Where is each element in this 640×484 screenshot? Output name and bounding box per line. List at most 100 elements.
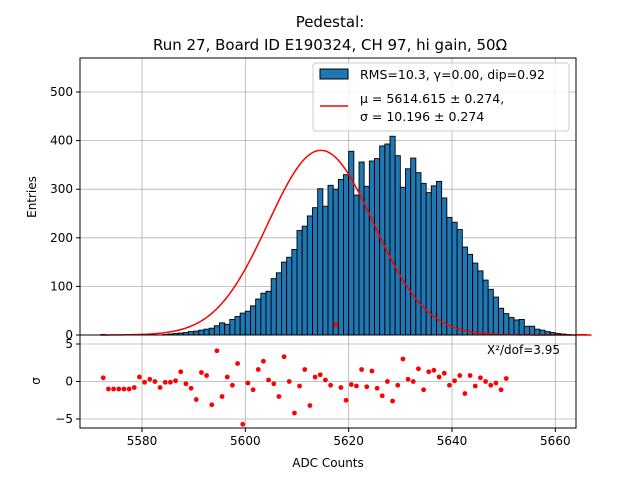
residual-point: [401, 357, 406, 362]
legend-histogram-swatch: [320, 69, 348, 79]
histogram-bar: [431, 186, 436, 335]
histogram-bar: [499, 308, 504, 335]
residual-y-label: σ: [29, 377, 43, 385]
residual-point: [452, 378, 457, 383]
y-tick-label: 400: [50, 134, 73, 148]
histogram-bar: [509, 318, 514, 335]
histogram-bar: [416, 173, 421, 335]
histogram-bar: [514, 320, 519, 335]
residual-point: [380, 393, 385, 398]
histogram-bar: [297, 231, 302, 335]
residual-point: [499, 387, 504, 392]
residual-point: [416, 366, 421, 371]
residual-point: [483, 379, 488, 384]
histogram-bar: [375, 159, 380, 335]
histogram-bar: [457, 230, 462, 335]
histogram-bar: [421, 183, 426, 335]
residual-point: [209, 402, 214, 407]
histogram-bar: [271, 279, 276, 335]
histogram-bar: [245, 311, 250, 335]
residual-point: [463, 391, 468, 396]
histogram-bar: [437, 181, 442, 335]
y-tick-label: −5: [55, 412, 73, 426]
legend-fit-label-line1: μ = 5614.615 ± 0.274,: [360, 91, 504, 106]
residual-point: [359, 367, 364, 372]
histogram-bar: [333, 189, 338, 335]
histogram-bar: [240, 313, 245, 335]
residual-point: [447, 383, 452, 388]
residual-point: [158, 385, 163, 390]
residual-point: [101, 375, 106, 380]
y-tick-label: 500: [50, 85, 73, 99]
residual-points: [101, 322, 509, 427]
residual-point: [308, 403, 313, 408]
residual-point: [302, 367, 307, 372]
residual-point: [411, 379, 416, 384]
residual-point: [323, 378, 328, 383]
histogram-bar: [524, 326, 529, 335]
histogram-bar: [287, 257, 292, 335]
histogram-bar: [493, 297, 498, 335]
histogram-bar: [354, 195, 359, 335]
histogram-bar: [411, 158, 416, 335]
histogram-bar: [483, 280, 488, 335]
residual-point: [111, 387, 116, 392]
histogram-bar: [395, 156, 400, 335]
histogram-bar: [390, 136, 395, 335]
residual-point: [194, 397, 199, 402]
histogram-bar: [220, 323, 225, 335]
histogram-bar: [504, 314, 509, 335]
histogram-bar: [282, 262, 287, 335]
residual-point: [421, 387, 426, 392]
residual-point: [473, 384, 478, 389]
y-tick-label: 200: [50, 231, 73, 245]
residual-point: [297, 384, 302, 389]
histogram-bar: [442, 198, 447, 335]
x-tick-label: 5640: [437, 434, 468, 448]
x-tick-label: 5620: [333, 434, 364, 448]
residual-point: [282, 354, 287, 359]
histogram-bar: [225, 324, 230, 335]
residual-point: [442, 371, 447, 376]
histogram-bar: [530, 326, 535, 335]
residual-point: [189, 386, 194, 391]
residual-point: [220, 394, 225, 399]
histogram-y-label: Entries: [25, 176, 39, 218]
residual-point: [318, 372, 323, 377]
histogram-bar: [323, 206, 328, 335]
residual-point: [504, 376, 509, 381]
residual-point: [251, 387, 256, 392]
y-tick-label: 0: [65, 375, 73, 389]
histogram-bar: [214, 326, 219, 335]
histogram-bar: [338, 179, 343, 335]
residual-point: [116, 387, 121, 392]
residual-point: [163, 380, 168, 385]
histogram-bar: [256, 299, 261, 335]
residual-point: [426, 369, 431, 374]
histogram-bar: [230, 319, 235, 335]
histogram-bar: [199, 330, 204, 335]
residual-point: [344, 398, 349, 403]
histogram-bar: [276, 273, 281, 335]
histogram-bar: [400, 187, 405, 335]
residual-point: [173, 378, 178, 383]
residual-point: [349, 382, 354, 387]
residual-point: [313, 375, 318, 380]
residual-point: [432, 368, 437, 373]
histogram-bar: [519, 319, 524, 335]
x-tick-label: 5600: [230, 434, 261, 448]
chi2-annotation: X²/dof=3.95: [487, 343, 560, 357]
histogram-bar: [209, 328, 214, 335]
residual-point: [457, 373, 462, 378]
residual-point: [468, 373, 473, 378]
residual-point: [494, 381, 499, 386]
residual-point: [488, 383, 493, 388]
y-tick-label: 100: [50, 279, 73, 293]
residual-point: [147, 377, 152, 382]
histogram-bar: [344, 175, 349, 335]
legend-histogram-label: RMS=10.3, γ=0.00, dip=0.92: [360, 67, 545, 82]
residual-point: [277, 394, 282, 399]
residual-point: [178, 369, 183, 374]
